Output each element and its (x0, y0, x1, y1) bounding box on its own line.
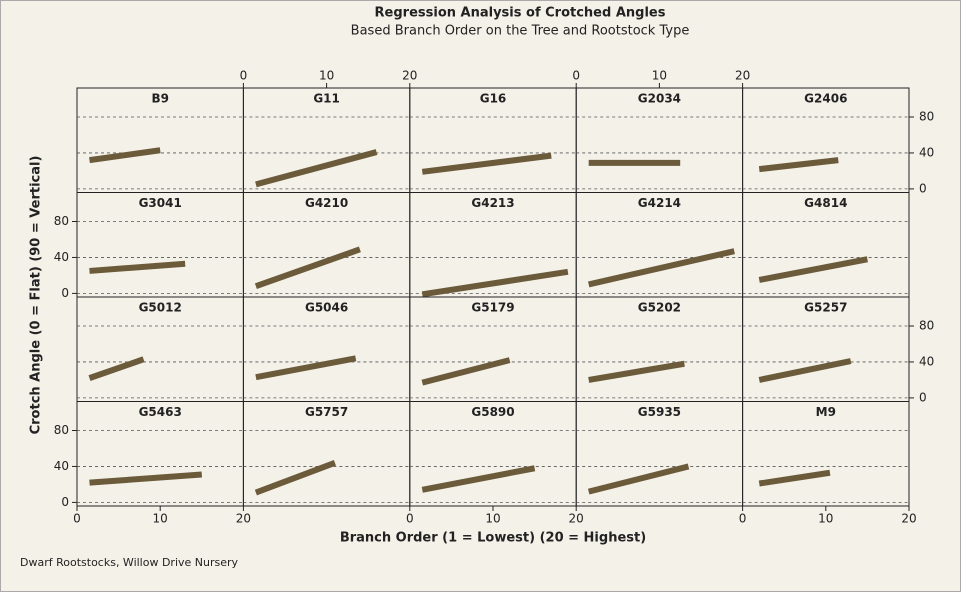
x-tick-label: 0 (240, 69, 248, 83)
x-tick-label: 0 (572, 69, 580, 83)
panel-title: G11 (313, 92, 340, 106)
x-tick-label: 20 (402, 69, 417, 83)
panel-title: G4214 (638, 196, 681, 210)
regression-line (255, 355, 357, 381)
panel-title: G5463 (139, 405, 182, 419)
y-tick-label: 0 (919, 181, 927, 195)
panel-title: G16 (480, 92, 507, 106)
panel-title: G5890 (471, 405, 514, 419)
y-tick-label: 40 (919, 145, 934, 159)
panel-title: G4210 (305, 196, 348, 210)
panel-title: G2406 (804, 92, 847, 106)
y-tick-label: 80 (54, 423, 69, 437)
panel-title: G3041 (139, 196, 182, 210)
chart-title: Regression Analysis of Crotched Angles (375, 6, 666, 21)
regression-line (255, 149, 378, 188)
x-tick-label: 10 (153, 512, 168, 526)
regression-line (758, 157, 839, 173)
x-tick-label: 20 (735, 69, 750, 83)
y-axis-label: Crotch Angle (0 = Flat) (90 = Vertical) (29, 156, 44, 435)
panel-title: G5757 (305, 405, 348, 419)
regression-line (758, 469, 831, 487)
panel-title: G5257 (804, 301, 847, 315)
x-tick-label: 0 (739, 512, 747, 526)
x-tick-label: 10 (818, 512, 833, 526)
y-tick-label: 0 (61, 286, 69, 300)
x-tick-label: 20 (569, 512, 584, 526)
x-tick-label: 10 (319, 69, 334, 83)
y-tick-label: 80 (919, 318, 934, 332)
y-tick-label: 80 (919, 109, 934, 123)
panel-title: G5012 (139, 301, 182, 315)
x-tick-label: 0 (73, 512, 81, 526)
regression-line (421, 357, 511, 386)
y-tick-label: 40 (919, 354, 934, 368)
x-tick-label: 20 (901, 512, 916, 526)
panel-title: B9 (151, 92, 169, 106)
y-tick-label: 0 (919, 390, 927, 404)
regression-line (88, 356, 145, 381)
x-tick-label: 10 (485, 512, 500, 526)
regression-line (421, 465, 536, 493)
panel-title: M9 (816, 405, 836, 419)
x-tick-label: 20 (236, 512, 251, 526)
y-tick-label: 40 (54, 250, 69, 264)
panel-title: G5179 (471, 301, 514, 315)
note: Dwarf Rootstocks, Willow Drive Nursery (20, 556, 239, 569)
regression-line (254, 460, 336, 496)
y-tick-label: 80 (54, 214, 69, 228)
regression-line (89, 147, 161, 164)
panel-title: G4213 (471, 196, 514, 210)
y-tick-label: 40 (54, 459, 69, 473)
regression-line (588, 360, 685, 383)
panel-title: G5202 (638, 301, 681, 315)
x-tick-label: 10 (652, 69, 667, 83)
regression-line (421, 268, 569, 298)
regression-line (758, 358, 852, 383)
panel-title: G5935 (638, 405, 681, 419)
chart-subtitle: Based Branch Order on the Tree and Roots… (351, 24, 690, 39)
regression-line (758, 256, 868, 283)
regression-line (254, 246, 361, 290)
regression-line (587, 463, 690, 495)
regression-line (588, 248, 735, 288)
panel-title: G5046 (305, 301, 348, 315)
regression-line (89, 260, 186, 274)
panel-title: G2034 (638, 92, 681, 106)
x-tick-label: 0 (406, 512, 414, 526)
regression-line (421, 152, 552, 175)
regression-line (89, 471, 203, 486)
panel-title: G4814 (804, 196, 847, 210)
y-tick-label: 0 (61, 495, 69, 509)
x-axis-label: Branch Order (1 = Lowest) (20 = Highest) (340, 531, 646, 546)
